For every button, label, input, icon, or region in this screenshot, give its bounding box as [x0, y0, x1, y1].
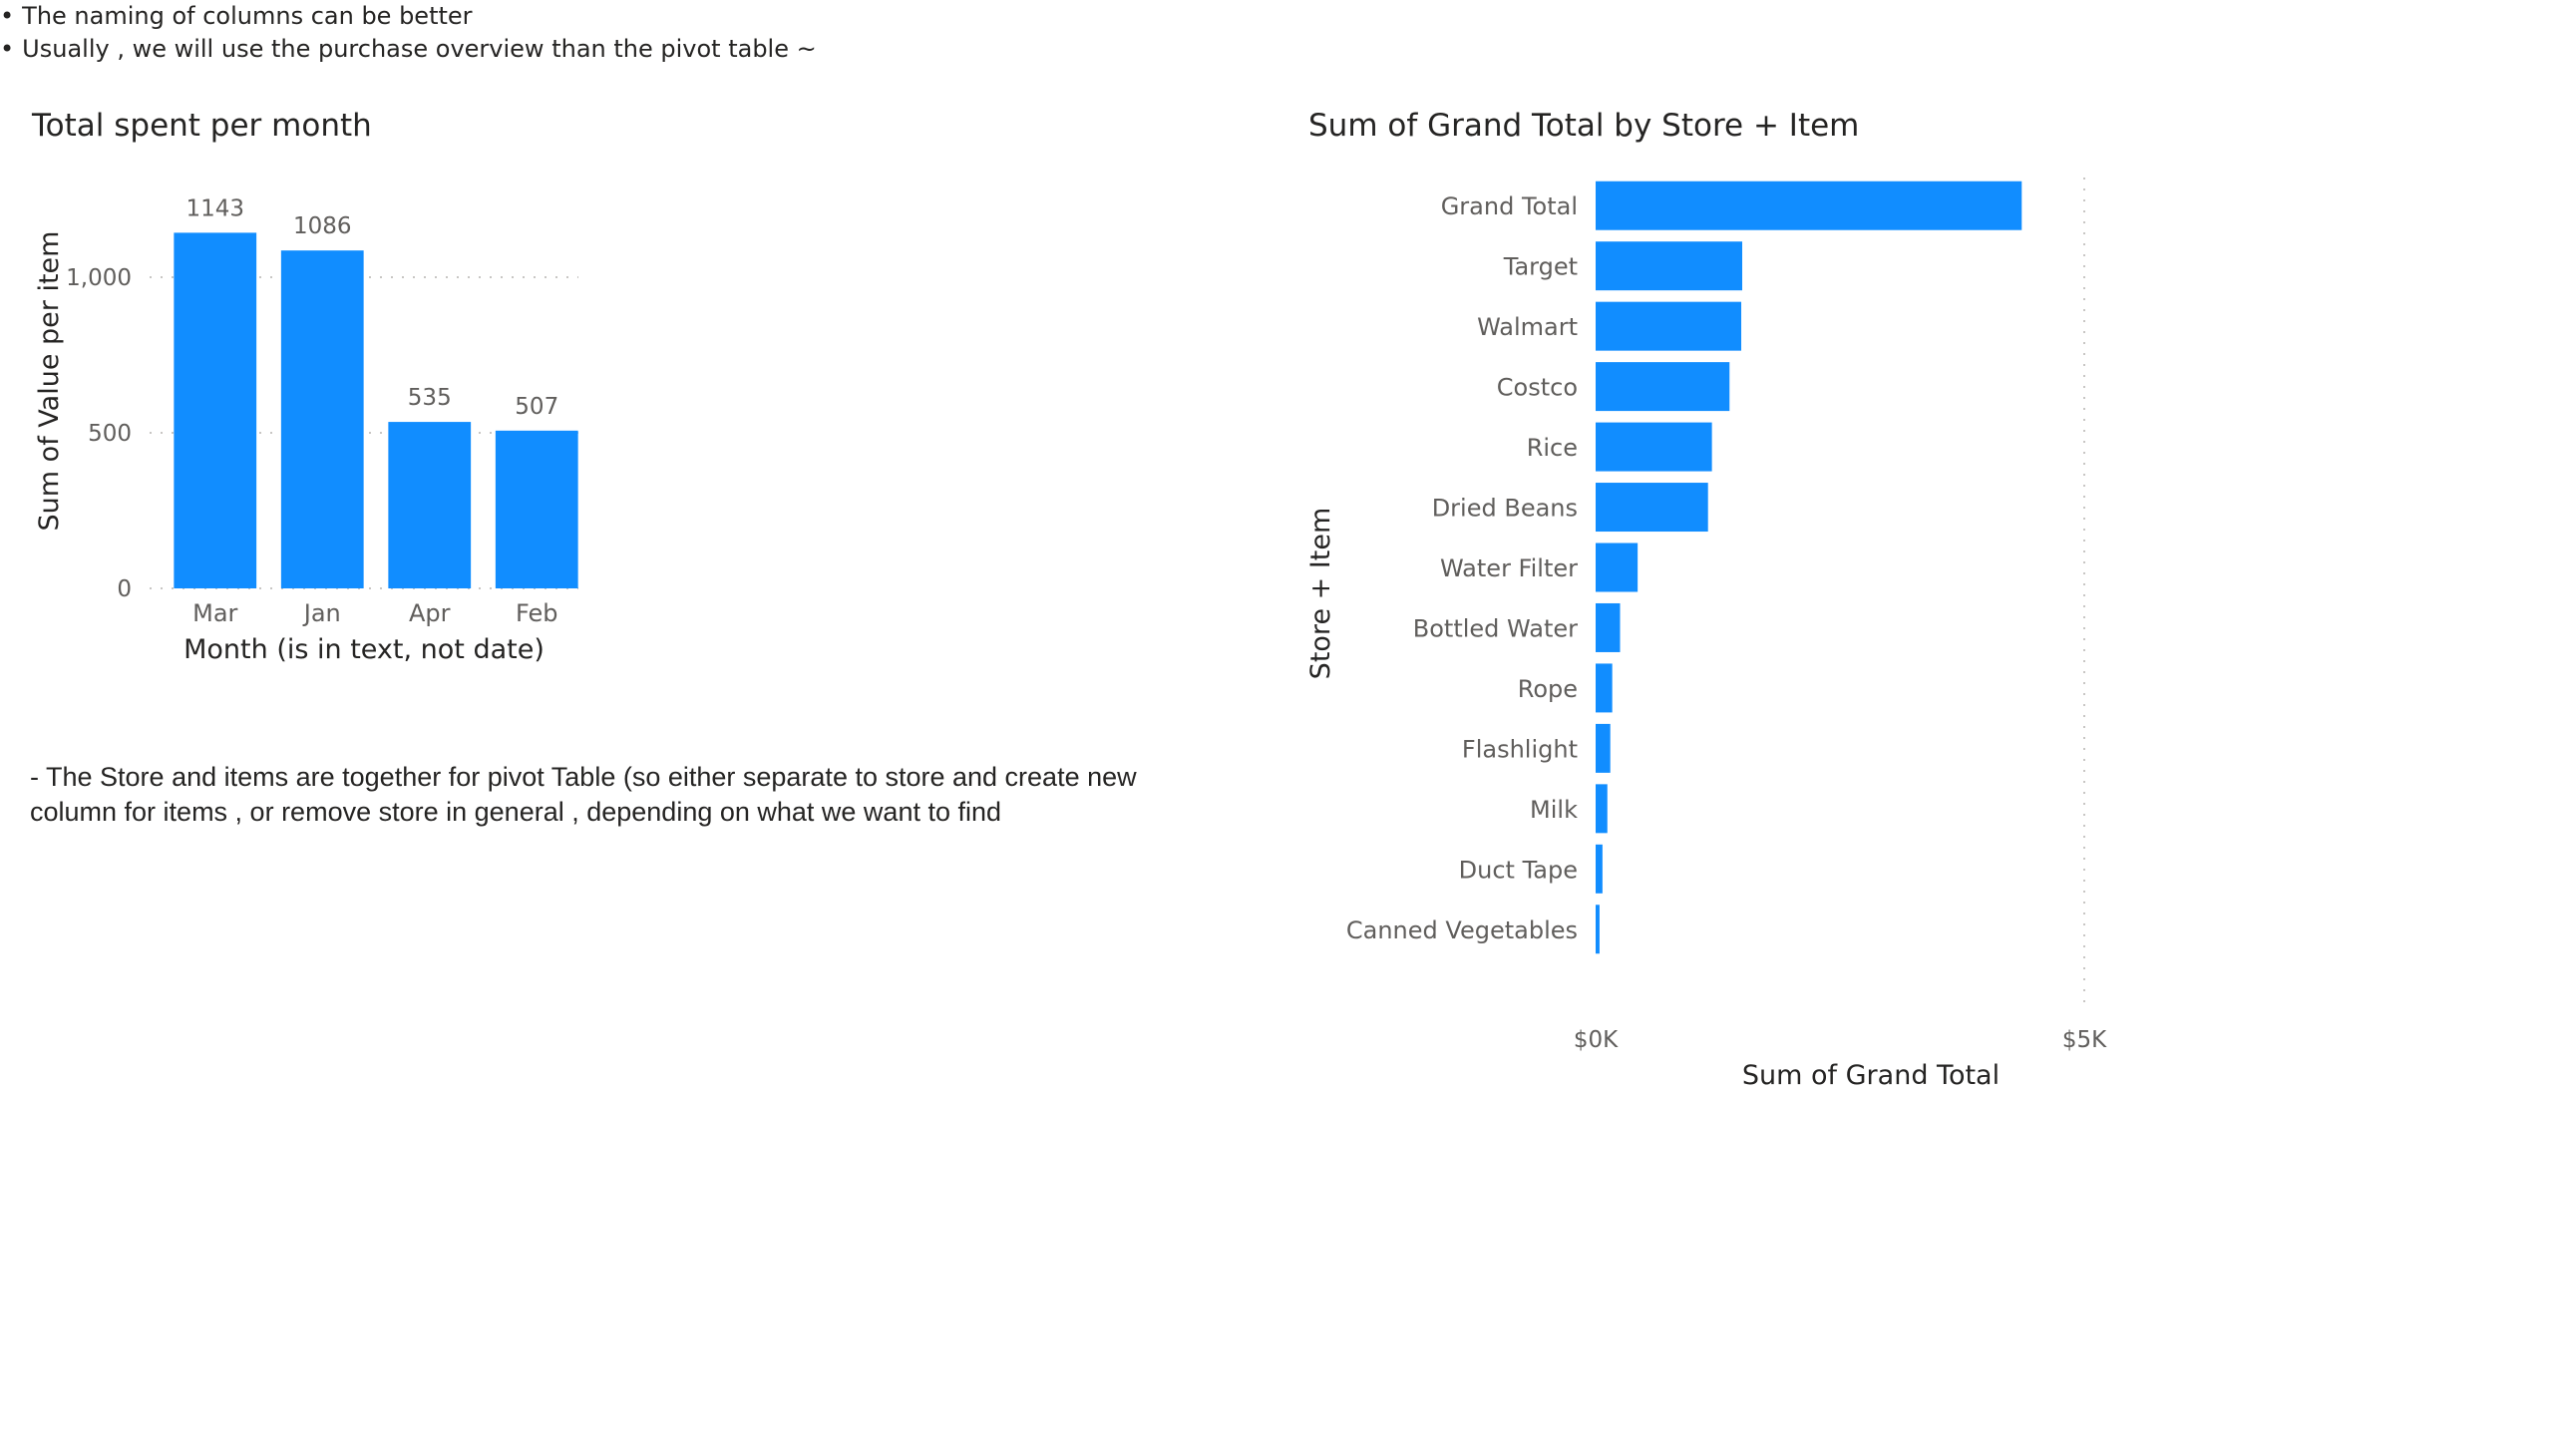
- note-text: - The Store and items are together for p…: [30, 762, 1137, 827]
- y-tick-label: 0: [117, 576, 132, 602]
- bar-milk: [1596, 784, 1608, 834]
- store-chart-title: Sum of Grand Total by Store + Item: [1308, 108, 1860, 144]
- bar-apr: [388, 422, 472, 588]
- bar-costco: [1596, 362, 1730, 412]
- y-tick-label: Flashlight: [1462, 735, 1578, 763]
- y-tick-label: Dried Beans: [1432, 495, 1578, 523]
- bar-flashlight: [1596, 723, 1611, 773]
- data-label: 535: [408, 385, 452, 411]
- y-tick-label: Walmart: [1477, 313, 1578, 341]
- bar-rope: [1596, 663, 1613, 713]
- y-tick-label: Milk: [1530, 796, 1578, 824]
- y-tick-label: Target: [1503, 253, 1578, 281]
- bar-target: [1596, 241, 1742, 291]
- data-label: 1086: [293, 213, 352, 239]
- store-item-bar-chart[interactable]: $0K $5K Grand Total Target Walmart Costco Rice…: [1296, 150, 2413, 1127]
- note-bullet: The naming of columns can be better: [0, 0, 2553, 33]
- x-tick-label: Jan: [302, 599, 341, 627]
- bar-walmart: [1596, 301, 1742, 351]
- y-tick-label: Rice: [1527, 434, 1578, 462]
- x-tick-label: $0K: [1574, 1027, 1619, 1053]
- bar-bottled-water: [1596, 602, 1621, 652]
- bar-dried-beans: [1596, 483, 1708, 533]
- y-axis-title: Store + Item: [1305, 508, 1336, 680]
- y-tick-label: 1,000: [66, 265, 132, 291]
- x-tick-label: Feb: [516, 599, 558, 627]
- x-tick-label: $5K: [2062, 1027, 2107, 1053]
- month-chart-title: Total spent per month: [32, 108, 372, 144]
- note-bullet-list: The naming of columns can be better Usua…: [0, 0, 2553, 66]
- x-axis-title: Month (is in text, not date): [183, 634, 545, 665]
- bar-jan: [280, 250, 364, 588]
- y-tick-label: Rope: [1518, 675, 1578, 703]
- y-tick-label: Duct Tape: [1459, 856, 1578, 884]
- bar-rice: [1596, 422, 1712, 472]
- x-tick-label: Apr: [409, 599, 451, 627]
- bar-grand-total: [1596, 181, 2022, 230]
- y-tick-label: Water Filter: [1440, 554, 1578, 582]
- y-axis-title: Sum of Value per item: [34, 231, 65, 532]
- bar-water-filter: [1596, 543, 1639, 592]
- y-tick-label: Canned Vegetables: [1346, 916, 1578, 944]
- y-tick-label: 500: [88, 421, 132, 447]
- bar-mar: [174, 232, 257, 588]
- y-tick-label: Costco: [1497, 374, 1578, 402]
- bar-canned-vegetables: [1596, 905, 1600, 954]
- x-axis-title: Sum of Grand Total: [1742, 1060, 2000, 1091]
- x-tick-label: Mar: [192, 599, 237, 627]
- bar-duct-tape: [1596, 844, 1603, 894]
- month-bar-chart[interactable]: 0 500 1,000 1143 Mar 1086 Jan 535 Apr 507 Feb Month…: [0, 150, 618, 708]
- bar-feb: [495, 430, 578, 588]
- y-tick-label: Grand Total: [1441, 192, 1578, 220]
- data-label: 1143: [185, 195, 244, 221]
- data-label: 507: [515, 394, 558, 420]
- y-tick-label: Bottled Water: [1413, 614, 1578, 642]
- note-bullet: Usually , we will use the purchase overv…: [0, 33, 2553, 66]
